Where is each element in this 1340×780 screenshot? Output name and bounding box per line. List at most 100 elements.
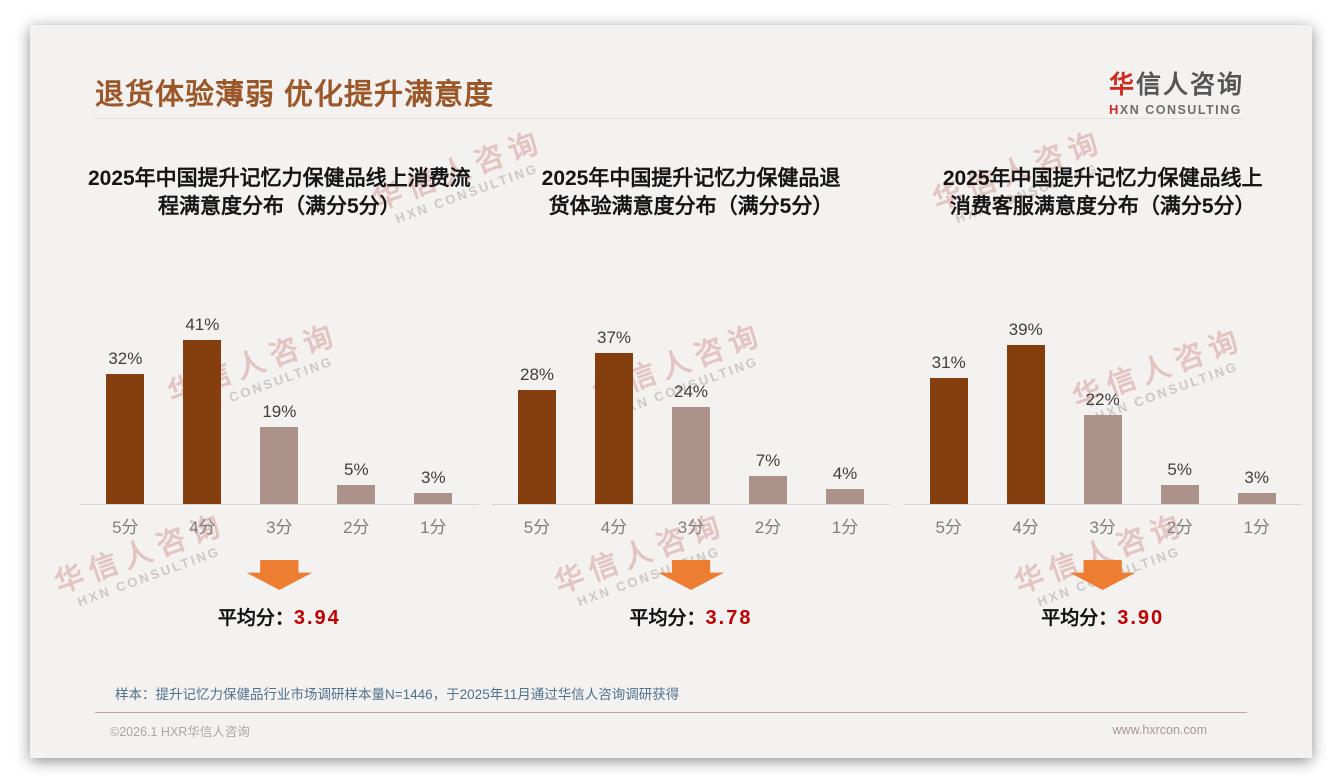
- chart-title-line: 2025年中国提升记忆力保健品线上消费流: [87, 167, 471, 190]
- bar: [749, 476, 787, 505]
- chart-title-line: 2025年中国提升记忆力保健品退: [541, 167, 841, 190]
- down-arrow-icon: [246, 560, 313, 590]
- average-score-label: 平均分：: [629, 608, 706, 629]
- bar-slot: 3%: [1218, 315, 1295, 505]
- chart-column: 2025年中国提升记忆力保健品线上 消费客服满意度分布（满分5分） 31% 39% 22…: [903, 165, 1303, 630]
- average-score-value: 3.90: [1117, 607, 1165, 629]
- bar-slot: 41%: [164, 315, 241, 505]
- bar: [1083, 414, 1122, 505]
- x-axis-line: [80, 504, 479, 505]
- average-score: 平均分：3.90: [903, 603, 1302, 630]
- page-title: 退货体验薄弱 优化提升满意度: [95, 79, 495, 111]
- category-label: 5分: [112, 518, 139, 537]
- bar-value-label: 24%: [673, 381, 709, 401]
- bar: [337, 484, 376, 505]
- bar-slot: 5%: [1141, 315, 1218, 505]
- brand-logo-rest: 信人咨询: [1135, 71, 1244, 99]
- category-axis: 5分 4分 3分 2分 1分: [903, 513, 1302, 538]
- bar-slot: 5%: [318, 315, 395, 505]
- bar-plot: 31% 39% 22% 5% 3%: [903, 315, 1303, 505]
- chart-title: 2025年中国提升记忆力保健品线上消费流 程满意度分布（满分5分）: [80, 165, 479, 235]
- bar-slot: 32%: [87, 315, 164, 505]
- average-score: 平均分：3.78: [492, 603, 891, 630]
- category-label: 4分: [600, 518, 628, 537]
- bar-slot: 19%: [241, 315, 318, 505]
- copyright-text: ©2026.1 HXR华信人咨询: [110, 725, 250, 739]
- bar: [106, 373, 145, 505]
- x-axis-line: [491, 504, 891, 505]
- bar-value-label: 32%: [108, 348, 143, 368]
- header-divider: [95, 118, 1244, 119]
- bar-plot: 32% 41% 19% 5% 3%: [80, 315, 479, 505]
- chart-title-line: 货体验满意度分布（满分5分）: [548, 195, 834, 219]
- category-axis: 5分 4分 3分 2分 1分: [492, 513, 891, 538]
- brand-logo-english-accent: H: [1108, 102, 1120, 117]
- bar-value-label: 41%: [185, 315, 220, 334]
- category-label: 3分: [266, 518, 293, 537]
- brand-logo-english: HXN CONSULTING: [1109, 102, 1244, 117]
- highlight-arrow-row: [80, 560, 479, 590]
- category-label: 2分: [343, 518, 370, 537]
- down-arrow-icon: [658, 560, 724, 590]
- bar-slot: 39%: [987, 315, 1064, 505]
- chart-column: 2025年中国提升记忆力保健品退 货体验满意度分布（满分5分） 28% 37% 24% 7…: [491, 165, 891, 630]
- bar-value-label: 4%: [832, 463, 858, 483]
- bar-slot: 28%: [499, 315, 576, 505]
- average-score-value: 3.94: [293, 607, 341, 629]
- highlight-arrow-row: [903, 560, 1302, 590]
- bar-value-label: 31%: [931, 352, 966, 372]
- bar: [595, 353, 633, 505]
- bar-value-label: 5%: [1167, 459, 1192, 479]
- bar-plot: 28% 37% 24% 7% 4%: [491, 315, 891, 505]
- bar-value-label: 22%: [1085, 389, 1120, 409]
- average-score-value: 3.78: [705, 607, 753, 629]
- bar: [518, 390, 556, 505]
- sample-note: 样本：提升记忆力保健品行业市场调研样本量N=1446，于2025年11月通过华信…: [115, 687, 680, 702]
- bar-value-label: 7%: [755, 451, 781, 471]
- brand-logo: 华信人咨询 HXN CONSULTING: [1109, 65, 1244, 117]
- bar-value-label: 28%: [519, 365, 555, 385]
- bar: [1237, 492, 1276, 505]
- bar: [414, 492, 453, 505]
- bar: [929, 377, 968, 505]
- bar-value-label: 37%: [596, 328, 632, 348]
- bar-slot: 4%: [807, 315, 884, 505]
- chart-title: 2025年中国提升记忆力保健品退 货体验满意度分布（满分5分）: [492, 165, 891, 235]
- bar-slot: 37%: [576, 315, 653, 505]
- charts-row: 2025年中国提升记忆力保健品线上消费流 程满意度分布（满分5分） 32% 41% 19…: [30, 165, 1312, 630]
- category-axis: 5分 4分 3分 2分 1分: [80, 513, 479, 538]
- chart-title-line: 程满意度分布（满分5分）: [157, 195, 401, 219]
- category-label: 4分: [189, 518, 216, 537]
- bar-value-label: 39%: [1008, 320, 1043, 340]
- bar-slot: 7%: [730, 315, 807, 505]
- website-link[interactable]: www.hxrcon.com: [1112, 723, 1207, 737]
- bar: [260, 427, 299, 505]
- category-label: 3分: [1089, 518, 1116, 537]
- bar: [1006, 345, 1045, 505]
- category-label: 1分: [831, 518, 859, 537]
- brand-logo-accent-char: 华: [1108, 71, 1136, 99]
- report-slide: 华信人咨询 HXN CONSULTING 华信人咨询 HXN CONSULTING 华信…: [30, 25, 1312, 758]
- highlight-arrow-row: [492, 560, 891, 590]
- category-label: 5分: [935, 518, 962, 537]
- down-arrow-icon: [1069, 560, 1136, 590]
- bar-slot: 22%: [1064, 315, 1141, 505]
- chart-column: 2025年中国提升记忆力保健品线上消费流 程满意度分布（满分5分） 32% 41% 19…: [80, 165, 479, 630]
- average-score-label: 平均分：: [1041, 608, 1118, 629]
- category-label: 4分: [1012, 518, 1039, 537]
- chart-title-line: 消费客服满意度分布（满分5分）: [949, 195, 1256, 219]
- category-label: 1分: [1243, 518, 1270, 537]
- category-label: 2分: [1166, 518, 1193, 537]
- bar-value-label: 3%: [421, 467, 446, 487]
- category-label: 2分: [754, 518, 782, 537]
- bar: [826, 488, 864, 505]
- category-label: 1分: [420, 518, 447, 537]
- brand-logo-english-rest: XN CONSULTING: [1119, 103, 1242, 117]
- bar-slot: 24%: [653, 315, 730, 505]
- bar: [1160, 484, 1199, 505]
- brand-logo-chinese: 华信人咨询: [1109, 65, 1244, 101]
- x-axis-line: [903, 504, 1303, 505]
- chart-title-line: 2025年中国提升记忆力保健品线上: [942, 167, 1263, 190]
- category-label: 5分: [523, 518, 551, 537]
